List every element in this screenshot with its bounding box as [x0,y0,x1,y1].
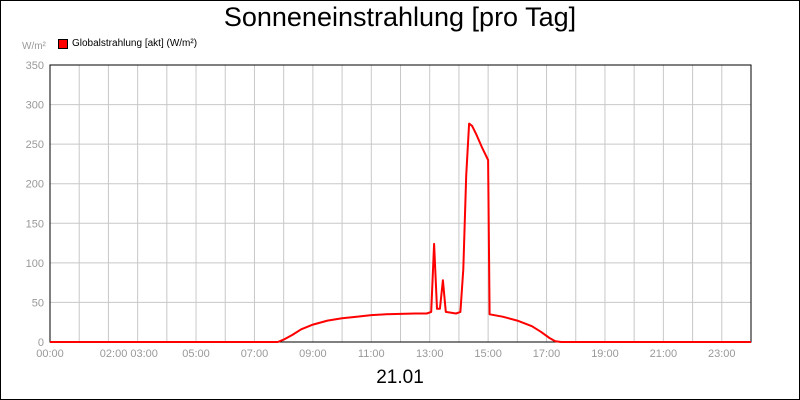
y-tick-label: 250 [26,139,44,151]
x-tick-label: 09:00 [299,348,327,360]
y-tick-label: 300 [26,100,44,112]
series-line [50,122,751,343]
y-tick-label: 100 [26,258,44,270]
plot-border [49,64,752,343]
legend: Globalstrahlung [akt] (W/m²) [58,38,197,49]
x-tick-label: 19:00 [591,348,619,360]
legend-entry: Globalstrahlung [akt] (W/m²) [72,38,198,49]
y-axis-unit-label: W/m² [22,41,46,52]
x-tick-label: 11:00 [358,348,385,360]
y-tick-label: 0 [38,337,44,349]
x-axis-date-label: 21.01 [376,367,424,388]
x-tick-label: 07:00 [241,348,269,360]
x-tick-label: 05:00 [182,348,210,360]
legend-swatch-icon [58,38,68,49]
x-tick-label: 13:00 [416,348,444,360]
y-tick-label: 350 [26,60,44,72]
x-tick-label: 00:00 [36,348,64,360]
y-tick-label: 200 [26,179,44,191]
chart-title: Sonneneinstrahlung [pro Tag] [223,2,577,32]
y-tick-label: 50 [32,297,44,309]
x-tick-label: 21:00 [650,348,678,360]
x-tick-label: 23:00 [708,348,736,360]
x-tick-label: 02:00 03:00 [100,348,158,360]
x-tick-label: 17:00 [533,348,561,360]
x-tick-label: 15:00 [474,348,502,360]
y-tick-label: 150 [26,218,44,230]
